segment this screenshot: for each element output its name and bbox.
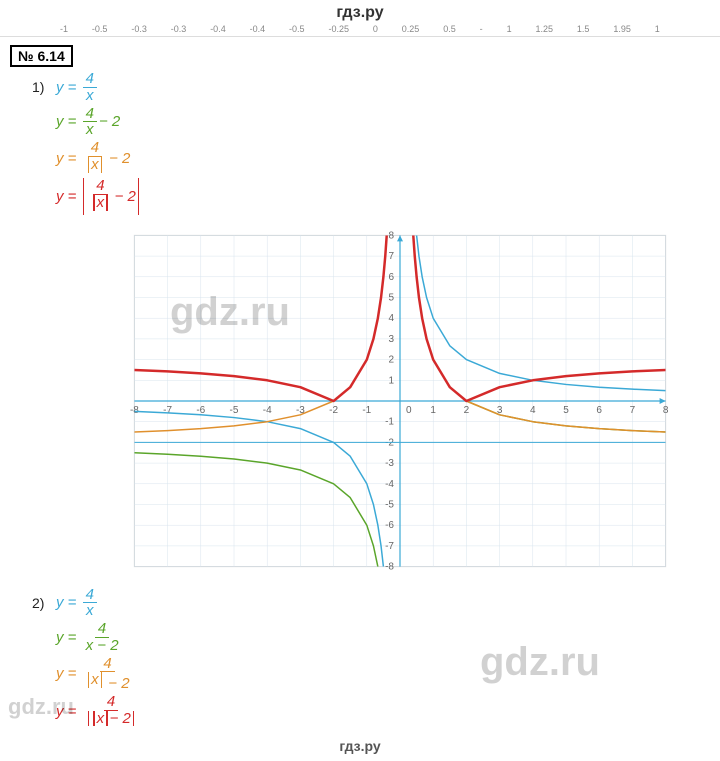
svg-text:2: 2: [388, 354, 394, 365]
svg-text:1: 1: [430, 405, 436, 416]
svg-text:7: 7: [388, 251, 394, 262]
svg-text:5: 5: [563, 405, 569, 416]
eq-2-4: y = 4x − 2: [56, 694, 141, 730]
function-chart: -8-7-6-5-4-3-2-112345678-8-7-6-5-4-3-2-1…: [120, 221, 680, 581]
svg-text:5: 5: [388, 292, 394, 303]
eq-2-1: y = 4x: [56, 587, 99, 620]
svg-text:-8: -8: [385, 561, 394, 572]
eq-1-4: y = 4x − 2: [56, 178, 141, 214]
svg-text:-7: -7: [385, 540, 394, 551]
svg-text:-1: -1: [362, 405, 371, 416]
svg-text:0: 0: [406, 405, 412, 416]
svg-text:7: 7: [630, 405, 636, 416]
svg-text:1: 1: [388, 375, 394, 386]
svg-text:6: 6: [388, 271, 394, 282]
svg-text:-8: -8: [130, 405, 139, 416]
svg-text:-7: -7: [163, 405, 172, 416]
problem-2-num: 2): [32, 596, 56, 610]
svg-text:6: 6: [596, 405, 602, 416]
chart-container: -8-7-6-5-4-3-2-112345678-8-7-6-5-4-3-2-1…: [120, 221, 680, 581]
problem-1-num: 1): [32, 80, 56, 94]
eq-1-3: y = 4x − 2: [56, 140, 130, 176]
svg-text:-1: -1: [385, 416, 394, 427]
eq-2-3: y = 4x − 2: [56, 656, 135, 692]
page-footer: гдз.ру: [0, 732, 720, 754]
svg-text:-2: -2: [329, 405, 338, 416]
svg-text:-3: -3: [385, 458, 394, 469]
exercise-label: № 6.14: [10, 45, 73, 67]
svg-text:-4: -4: [263, 405, 272, 416]
svg-text:2: 2: [464, 405, 470, 416]
svg-text:-6: -6: [385, 520, 394, 531]
eq-1-2: y = 4x − 2: [56, 106, 120, 139]
page-header: гдз.ру: [0, 0, 720, 24]
problem-1-equations: 1) y = 4x y = 4x − 2 y = 4x − 2 y = 4x −…: [32, 71, 720, 215]
problem-2-equations: 2) y = 4x y = 4x − 2 y = 4x − 2 y = 4x −…: [32, 587, 720, 731]
svg-text:-5: -5: [230, 405, 239, 416]
svg-text:8: 8: [388, 230, 394, 241]
svg-text:-5: -5: [385, 499, 394, 510]
svg-text:-4: -4: [385, 478, 394, 489]
eq-1-1: y = 4x: [56, 71, 99, 104]
svg-text:4: 4: [388, 313, 394, 324]
eq-2-2: y = 4x − 2: [56, 621, 124, 654]
svg-text:8: 8: [663, 405, 669, 416]
svg-text:4: 4: [530, 405, 536, 416]
top-ruler: -1-0.5-0.3-0.3-0.4-0.4-0.5-0.2500.250.5-…: [0, 24, 720, 37]
svg-text:3: 3: [388, 333, 394, 344]
